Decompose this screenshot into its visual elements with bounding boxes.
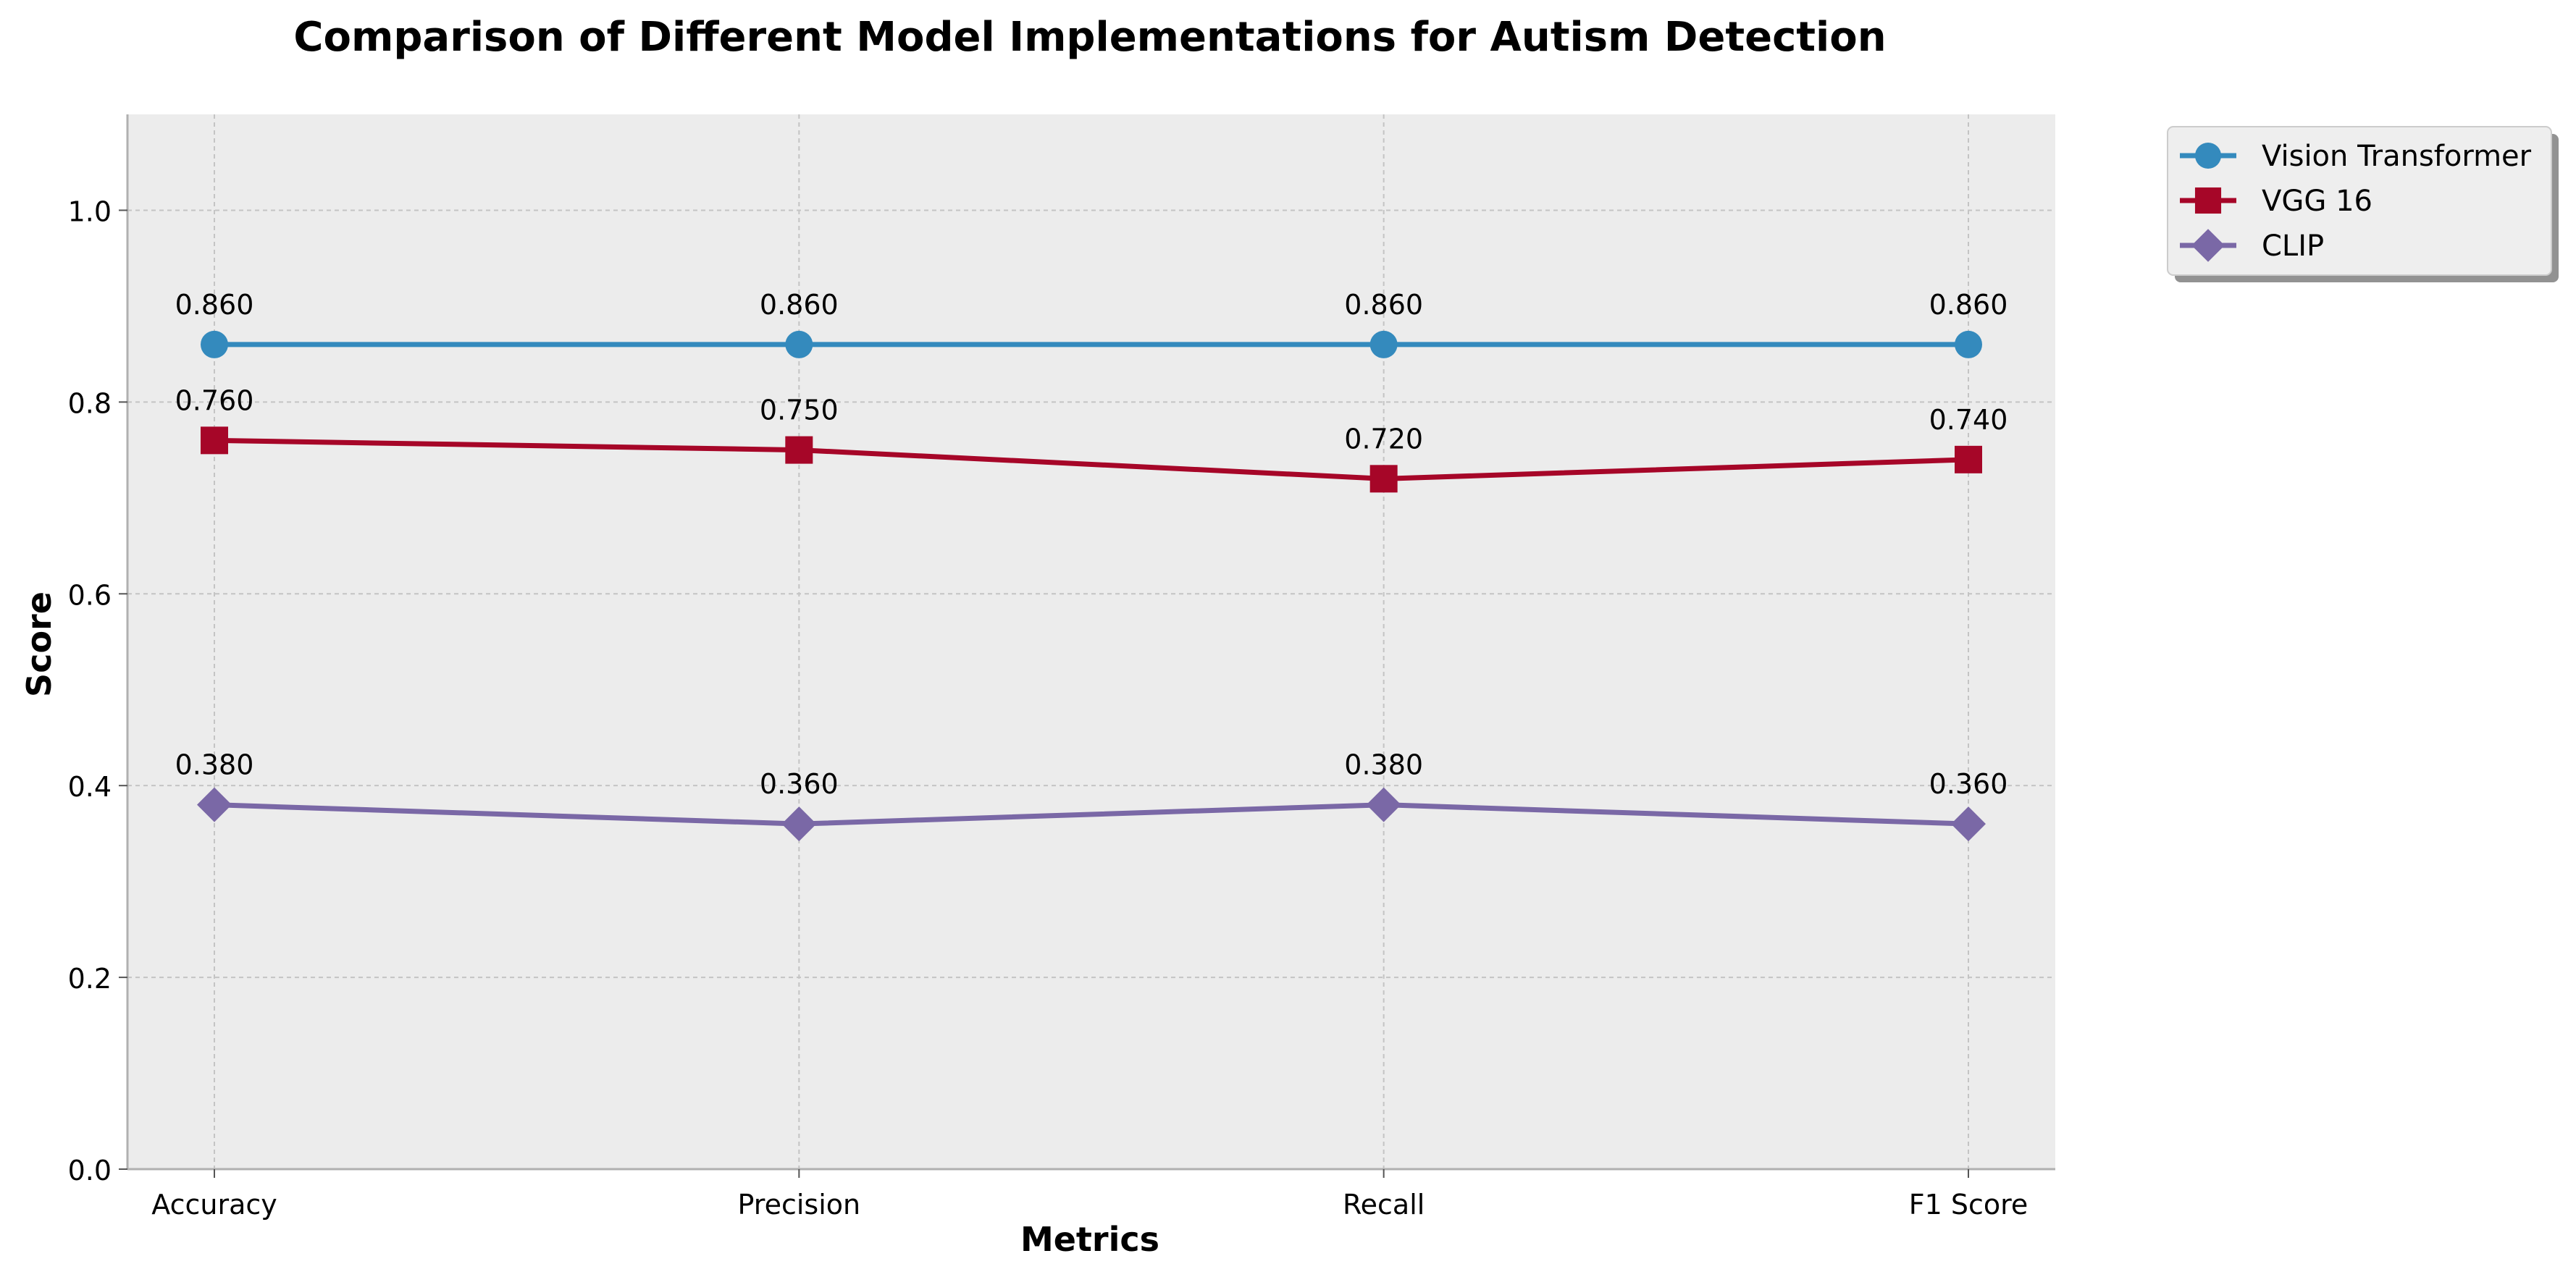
x-tick-label: Accuracy (151, 1189, 277, 1221)
grid (127, 114, 2055, 1169)
data-label-clip: 0.380 (175, 749, 254, 781)
series (197, 330, 1986, 842)
chart-title: Comparison of Different Model Implementa… (293, 14, 1886, 61)
data-label-vision-transformer: 0.860 (760, 289, 839, 321)
y-axis-label: Score (20, 591, 59, 697)
data-label-vgg-16: 0.760 (175, 384, 254, 416)
x-axis-label: Metrics (1020, 1220, 1159, 1259)
legend: Vision Transformer VGG 16 CLIP (2167, 126, 2559, 282)
plot-area (127, 114, 2055, 1169)
axis-ticks: 0.0 0.2 0.4 0.6 0.8 1.0 Accuracy Precision Recal… (68, 195, 2029, 1221)
data-label-clip: 0.380 (1344, 749, 1423, 781)
data-point-vision-transformer (1955, 330, 1982, 358)
data-labels: 0.860 0.860 0.860 0.860 0.760 0.750 0.720 0.740… (175, 289, 2008, 800)
x-tick-label: Recall (1343, 1189, 1425, 1221)
y-tick-label: 0.6 (68, 579, 112, 611)
data-point-vision-transformer (201, 330, 228, 358)
data-label-vgg-16: 0.750 (760, 395, 839, 426)
data-point-clip (1366, 787, 1401, 822)
legend-marker-clip (2191, 229, 2225, 262)
y-tick-label: 0.8 (68, 387, 112, 419)
legend-label-vision-transformer: Vision Transformer (2262, 140, 2532, 173)
data-point-vgg-16 (201, 426, 228, 455)
data-label-vision-transformer: 0.860 (1929, 289, 2008, 321)
data-point-vgg-16 (1369, 465, 1398, 493)
data-point-clip (1951, 806, 1986, 842)
legend-marker-vgg-16 (2194, 187, 2222, 214)
data-label-vgg-16: 0.720 (1344, 423, 1423, 455)
data-label-clip: 0.360 (760, 768, 839, 800)
data-point-vision-transformer (785, 330, 813, 358)
data-point-clip (197, 787, 232, 822)
x-tick-label: Precision (738, 1189, 861, 1221)
y-tick-label: 1.0 (68, 195, 112, 227)
data-label-vision-transformer: 0.860 (1344, 289, 1423, 321)
y-tick-label: 0.0 (68, 1155, 112, 1187)
data-point-vision-transformer (1369, 330, 1398, 358)
data-label-vision-transformer: 0.860 (175, 289, 254, 321)
data-label-vgg-16: 0.740 (1929, 404, 2008, 436)
legend-box (2167, 126, 2552, 276)
legend-label-vgg-16: VGG 16 (2262, 185, 2372, 218)
data-label-clip: 0.360 (1929, 768, 2008, 800)
legend-marker-vision-transformer (2194, 142, 2222, 169)
data-point-clip (781, 806, 817, 842)
series-line-vgg-16 (214, 437, 1969, 481)
y-tick-label: 0.4 (68, 771, 112, 803)
series-line-clip (214, 802, 1969, 827)
data-point-vgg-16 (785, 436, 813, 464)
x-tick-label: F1 Score (1909, 1189, 2029, 1221)
data-point-vgg-16 (1955, 445, 1982, 473)
y-tick-label: 0.2 (68, 963, 112, 995)
legend-label-clip: CLIP (2262, 229, 2324, 263)
